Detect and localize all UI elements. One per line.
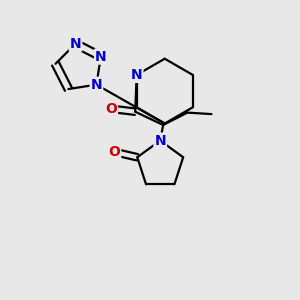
Text: O: O	[108, 145, 120, 159]
Text: N: N	[70, 37, 81, 51]
Text: N: N	[131, 68, 142, 82]
Text: N: N	[154, 134, 166, 148]
Text: N: N	[95, 50, 107, 64]
Text: N: N	[91, 78, 102, 92]
Text: O: O	[105, 102, 117, 116]
